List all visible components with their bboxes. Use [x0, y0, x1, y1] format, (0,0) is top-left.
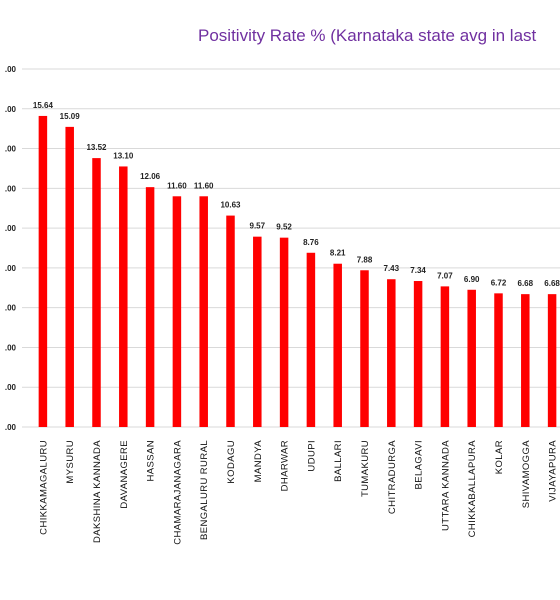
- y-tick-label: .00: [5, 383, 17, 392]
- data-label: 8.76: [303, 238, 319, 247]
- bar: [145, 187, 155, 427]
- y-tick-label: .00: [5, 304, 17, 313]
- y-tick-label: .00: [5, 145, 17, 154]
- category-label: CHIKKAMAGALURU: [38, 440, 49, 535]
- data-label: 15.64: [33, 101, 54, 110]
- bar: [494, 293, 503, 427]
- data-label: 11.60: [167, 181, 187, 190]
- category-label: UDUPI: [306, 440, 317, 472]
- data-label: 11.60: [194, 181, 214, 190]
- data-label: 7.07: [437, 271, 453, 280]
- bar: [65, 126, 74, 428]
- bar: [387, 279, 396, 427]
- data-label: 9.52: [276, 223, 292, 232]
- category-label: DHARWAR: [280, 440, 291, 491]
- y-axis: .00 .00 .00 .00 .00 .00 .00 .00 .00 .00: [5, 65, 17, 432]
- data-label: 10.63: [220, 201, 241, 210]
- data-label: 15.09: [60, 112, 81, 121]
- bar: [172, 196, 182, 427]
- bar: [467, 289, 476, 427]
- bar: [547, 294, 557, 427]
- category-label: CHAMARAJANAGARA: [172, 440, 183, 545]
- bar: [413, 281, 423, 427]
- data-label: 6.68: [518, 279, 534, 288]
- bar: [440, 286, 450, 427]
- data-label: 7.88: [357, 255, 373, 264]
- category-label: KODAGU: [226, 440, 237, 484]
- y-tick-label: .00: [5, 184, 17, 193]
- bar: [333, 263, 342, 427]
- y-tick-label: .00: [5, 423, 17, 432]
- category-label: BELAGAVI: [414, 440, 425, 490]
- data-label: 6.72: [491, 278, 507, 287]
- data-label: 13.52: [86, 143, 107, 152]
- category-label: UTTARA KANNADA: [440, 440, 451, 531]
- category-label: BALLARI: [333, 440, 344, 482]
- category-label: TUMAKURU: [360, 440, 371, 497]
- gridlines: [22, 68, 560, 428]
- category-label: HASSAN: [146, 440, 157, 481]
- data-label: 9.57: [250, 222, 266, 231]
- data-label: 6.68: [544, 279, 560, 288]
- bar: [521, 294, 530, 427]
- y-tick-label: .00: [5, 264, 17, 273]
- category-label: DAVANAGERE: [119, 440, 130, 509]
- bar: [38, 115, 48, 427]
- bar: [119, 166, 128, 427]
- data-label: 13.10: [113, 151, 134, 160]
- bar: [92, 158, 101, 427]
- y-tick-label: .00: [5, 224, 17, 233]
- bar: [279, 237, 289, 427]
- category-label: CHITRADURGA: [387, 440, 398, 514]
- category-label: KOLAR: [494, 440, 505, 474]
- category-label: MANDYA: [253, 440, 264, 483]
- y-tick-label: .00: [5, 343, 17, 352]
- bar: [199, 196, 208, 427]
- data-labels: 15.64 15.09 13.52 13.10 12.06 11.60 11.60 10.63…: [33, 101, 560, 288]
- chart-title: Positivity Rate % (Karnataka state avg i…: [198, 26, 537, 45]
- category-label: VIJAYAPURA: [548, 440, 559, 502]
- bar: [253, 236, 262, 427]
- y-tick-label: .00: [5, 65, 17, 74]
- y-tick-label: .00: [5, 105, 17, 114]
- bars: [38, 115, 557, 428]
- x-axis-labels: CHIKKAMAGALURU MYSURU DAKSHINA KANNADA DAVA…: [38, 440, 558, 545]
- data-label: 8.21: [330, 249, 346, 258]
- bar: [306, 252, 316, 427]
- category-label: BENGALURU RURAL: [199, 440, 210, 540]
- data-label: 12.06: [140, 172, 161, 181]
- data-label: 7.43: [384, 264, 400, 273]
- category-label: MYSURU: [65, 440, 76, 484]
- data-label: 7.34: [410, 266, 426, 275]
- bar: [226, 215, 235, 427]
- category-label: CHIKKABALLAPURA: [467, 440, 478, 538]
- data-label: 6.90: [464, 275, 480, 284]
- bar: [360, 270, 369, 427]
- category-label: DAKSHINA KANNADA: [92, 440, 103, 543]
- category-label: SHIVAMOGGA: [521, 440, 532, 508]
